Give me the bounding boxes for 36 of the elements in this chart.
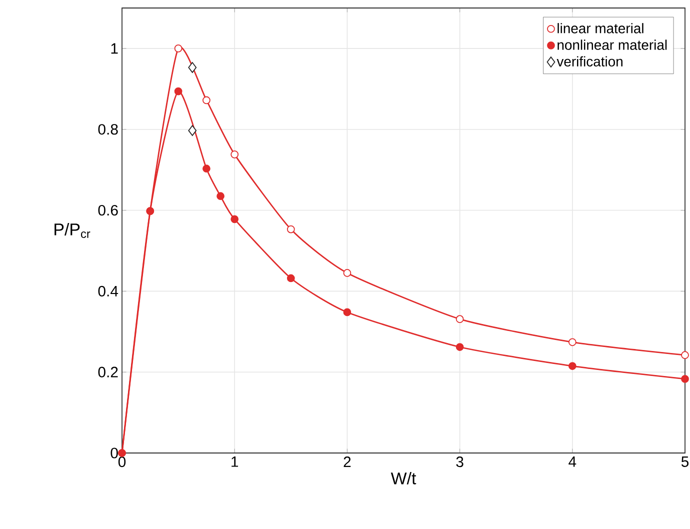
legend-label: nonlinear material	[558, 40, 667, 50]
legend-label: verification	[556, 56, 622, 66]
x-axis-title: W/t	[390, 472, 416, 484]
point	[216, 192, 224, 200]
point	[681, 375, 689, 383]
point	[568, 362, 576, 370]
y-tick-label: 0.2	[98, 366, 118, 378]
x-tick-label: 3	[456, 456, 464, 468]
y-tick-label: 0.6	[98, 204, 118, 216]
point	[343, 308, 352, 316]
point	[174, 44, 182, 52]
point	[286, 274, 295, 282]
x-tick-label: 5	[681, 456, 689, 467]
point	[286, 225, 295, 234]
x-tick-label: 2	[344, 456, 351, 467]
y-tick-label: 1	[111, 43, 118, 54]
point	[202, 96, 210, 104]
x-tick-label: 1	[232, 456, 238, 467]
point	[456, 315, 464, 324]
y-tick-label: 0	[110, 448, 118, 458]
y-tick-label: 0.8	[98, 124, 118, 135]
point	[343, 269, 352, 277]
legend-label: linear material	[558, 23, 644, 34]
point	[456, 343, 464, 351]
point	[230, 215, 239, 224]
y-axis-title: P/P$_{cr}$	[54, 223, 90, 238]
point	[188, 62, 197, 73]
point	[188, 125, 197, 136]
point	[230, 150, 239, 158]
point	[568, 338, 576, 346]
point	[681, 351, 689, 360]
point	[174, 87, 182, 96]
point	[202, 164, 210, 173]
x-tick-label: 4	[568, 456, 576, 467]
x-tick-label: 0	[118, 456, 126, 468]
y-tick-label: 0.4	[98, 286, 118, 296]
